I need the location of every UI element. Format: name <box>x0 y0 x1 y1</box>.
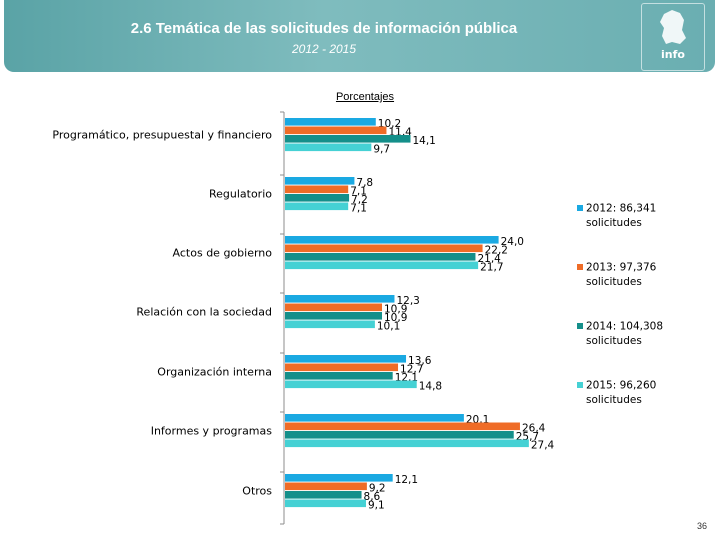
bar-2014 <box>285 135 411 143</box>
data-label: 9,2 <box>369 483 386 495</box>
info-logo: info <box>641 3 705 71</box>
data-label: 24,0 <box>501 236 524 248</box>
data-label: 10,9 <box>384 304 407 316</box>
legend-label: 2013: 97,376 <box>586 262 657 274</box>
category-label: Actos de gobierno <box>173 247 273 260</box>
legend-label: 2014: 104,308 <box>586 321 663 333</box>
data-label: 7,8 <box>356 177 373 189</box>
data-label: 7,1 <box>350 186 367 198</box>
legend-label: 2015: 96,260 <box>586 380 656 392</box>
bar-2014 <box>285 194 350 202</box>
data-label: 12,1 <box>395 474 418 486</box>
legend-swatch-2015 <box>577 382 583 388</box>
page-title: 2.6 Temática de las solicitudes de infor… <box>130 20 518 37</box>
data-label: 14,1 <box>412 135 435 147</box>
category-label: Otros <box>242 485 272 498</box>
bar-2014 <box>285 253 476 261</box>
data-label: 22,2 <box>485 245 508 257</box>
header-banner: 2.6 Temática de las solicitudes de infor… <box>4 0 715 72</box>
legend-sublabel: solicitudes <box>586 335 642 347</box>
bar-2013 <box>285 482 367 491</box>
bar-2012 <box>285 414 464 422</box>
category-label: Informes y programas <box>151 425 273 438</box>
data-label: 21,7 <box>480 262 503 274</box>
data-label: 12,3 <box>396 295 419 307</box>
bar-2015 <box>285 202 349 211</box>
data-label: 7,2 <box>351 194 368 206</box>
category-label: Organización interna <box>157 366 272 379</box>
bar-2014 <box>285 312 383 320</box>
bar-2012 <box>285 177 355 185</box>
data-label: 27,4 <box>531 440 555 452</box>
legend-swatch-2013 <box>577 264 583 270</box>
bar-2012 <box>285 236 499 244</box>
category-label: Programático, presupuestal y financiero <box>52 129 272 142</box>
bar-2015 <box>285 380 417 389</box>
legend-swatch-2014 <box>577 323 583 329</box>
bar-2013 <box>285 185 349 194</box>
category-label: Regulatorio <box>209 188 272 201</box>
legend-sublabel: solicitudes <box>586 217 642 229</box>
bar-2013 <box>285 422 520 431</box>
bar-2013 <box>285 126 387 135</box>
data-label: 7,1 <box>350 203 367 215</box>
page-subtitle: 2012 - 2015 <box>291 42 357 56</box>
bar-2015 <box>285 261 479 270</box>
bar-2014 <box>285 372 393 380</box>
bar-2014 <box>285 431 514 439</box>
bar-2014 <box>285 491 362 499</box>
bar-2012 <box>285 295 395 303</box>
chart-title: Porcentajes <box>335 91 395 103</box>
bar-2013 <box>285 244 483 253</box>
data-label: 8,6 <box>364 491 381 503</box>
data-label: 10,1 <box>377 321 400 333</box>
bar-2015 <box>285 320 375 329</box>
legend-sublabel: solicitudes <box>586 394 642 406</box>
legend-sublabel: solicitudes <box>586 276 642 288</box>
bar-2013 <box>285 303 383 312</box>
bar-2015 <box>285 499 366 508</box>
legend-label: 2012: 86,341 <box>586 203 656 215</box>
data-label: 14,8 <box>419 381 442 393</box>
bar-2015 <box>285 143 372 152</box>
bar-2012 <box>285 118 376 126</box>
bar-2015 <box>285 439 529 448</box>
legend-swatch-2012 <box>577 205 583 211</box>
data-label: 9,7 <box>373 144 390 156</box>
data-label: 9,1 <box>368 500 385 512</box>
data-label: 13,6 <box>408 355 432 367</box>
data-label: 12,7 <box>400 364 423 376</box>
page-number: 36 <box>696 521 707 531</box>
data-label: 21,4 <box>477 253 501 265</box>
bar-2012 <box>285 474 393 482</box>
data-label: 10,9 <box>384 312 407 324</box>
data-label: 26,4 <box>522 423 546 435</box>
bar-2012 <box>285 355 407 363</box>
category-label: Relación con la sociedad <box>136 306 272 319</box>
city-map-icon <box>660 10 686 44</box>
logo-text: info <box>661 48 685 61</box>
bar-2013 <box>285 363 399 372</box>
